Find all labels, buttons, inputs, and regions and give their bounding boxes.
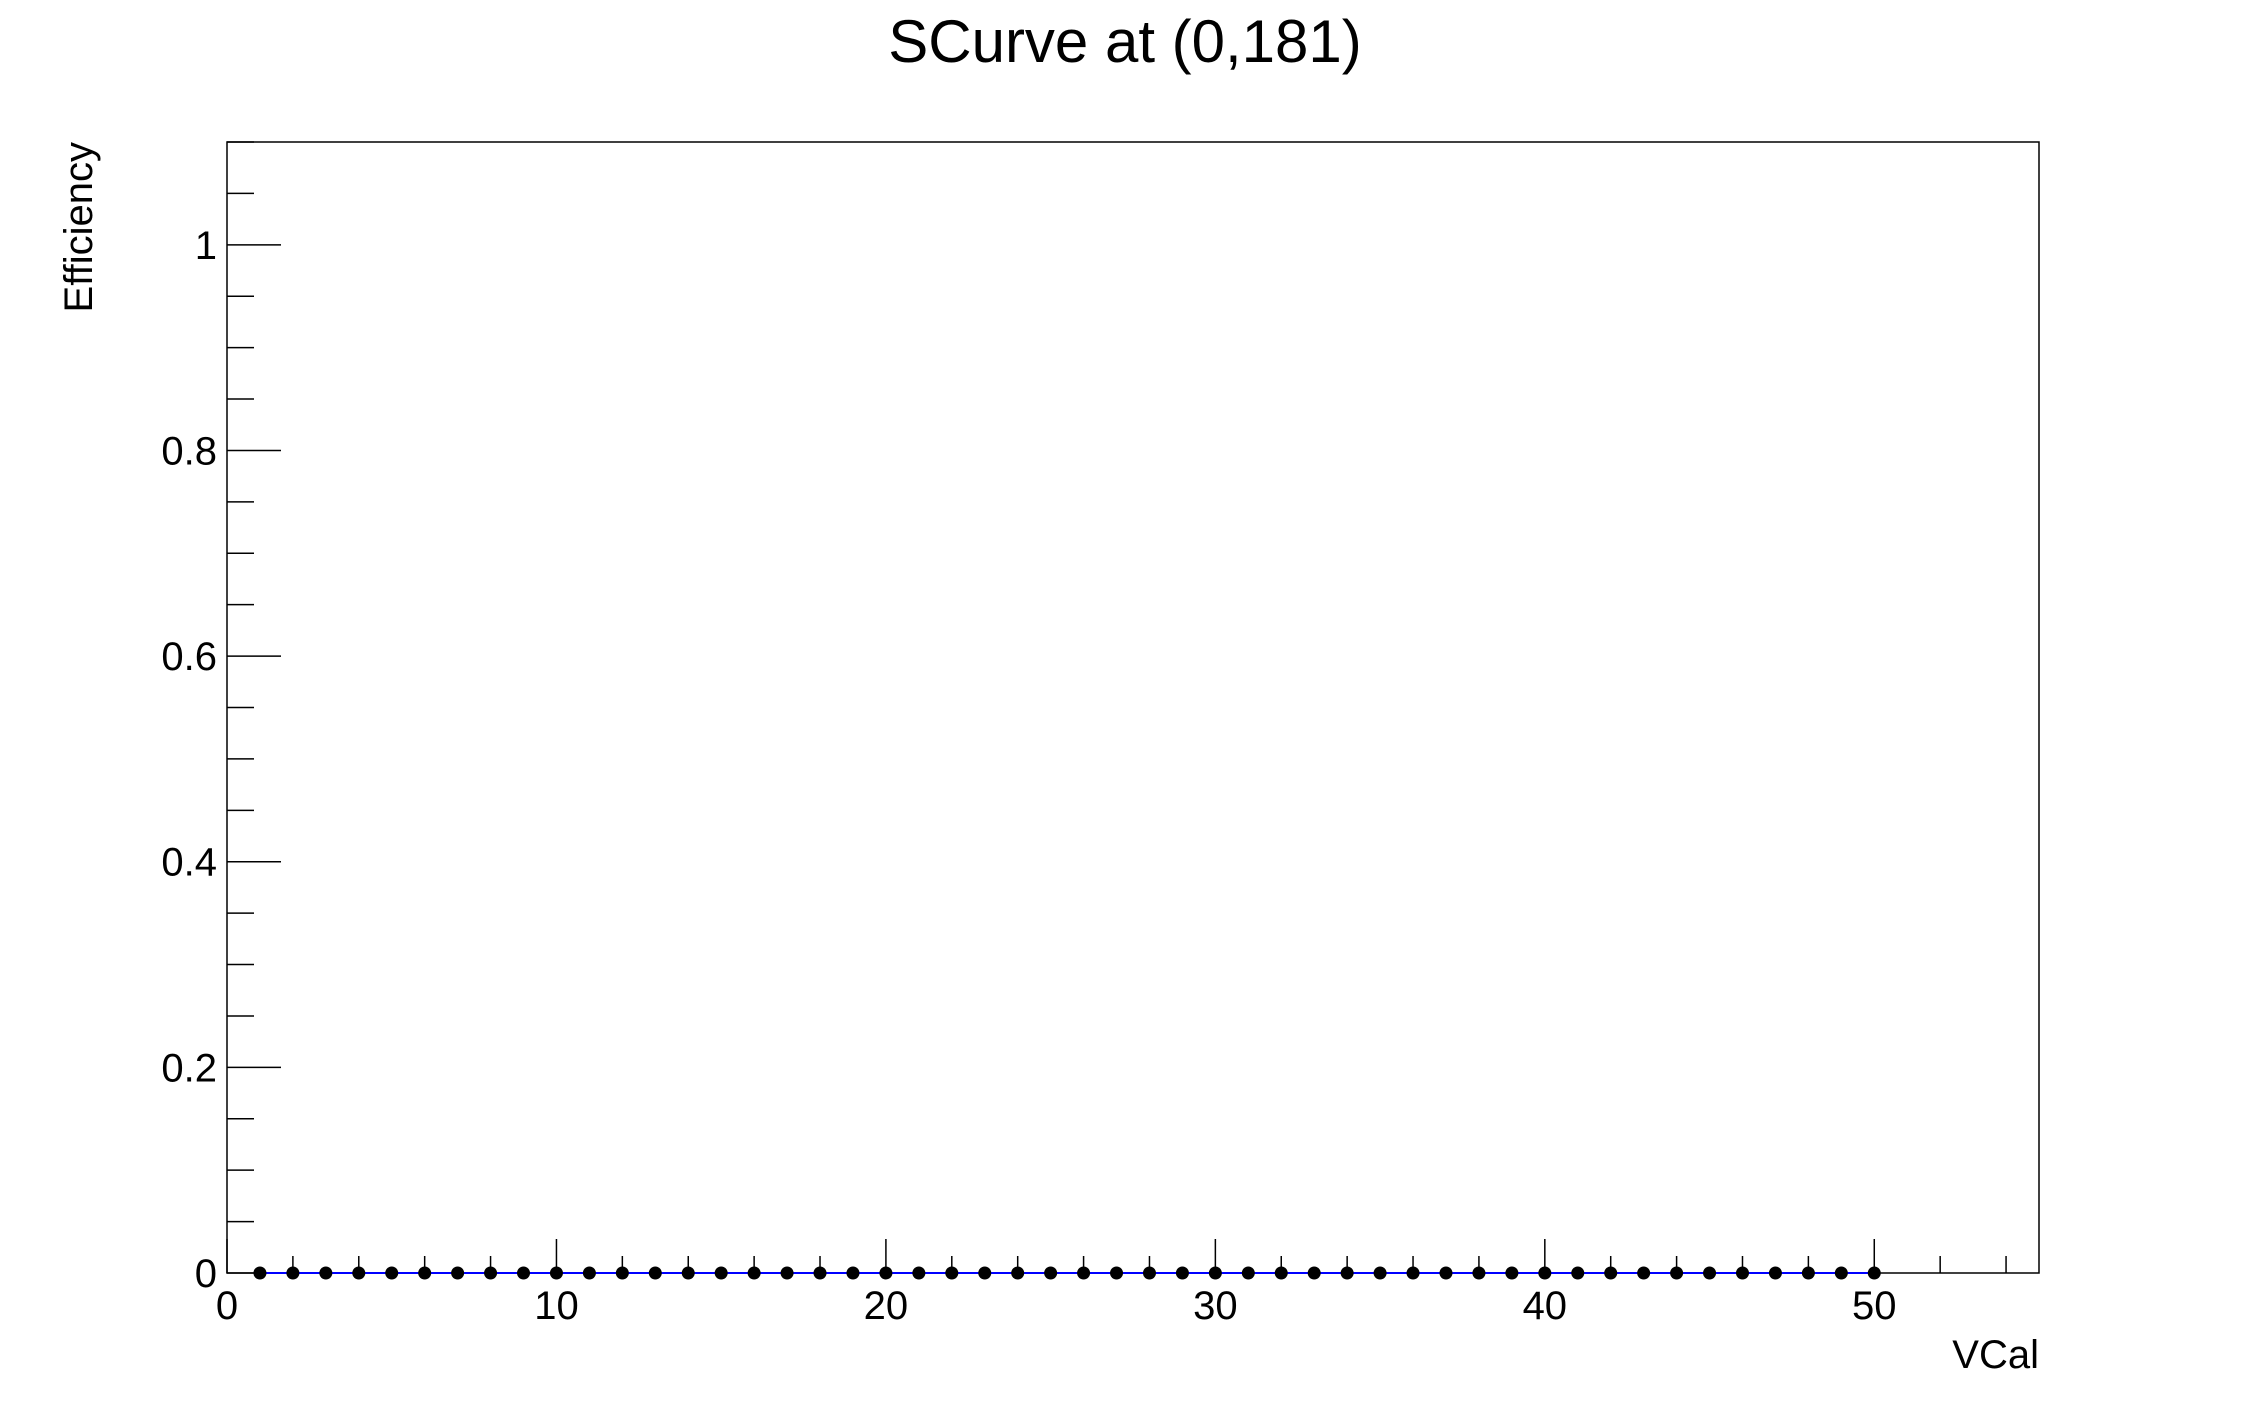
data-point [1670, 1266, 1684, 1280]
data-point [582, 1266, 596, 1280]
chart-title: SCurve at (0,181) [888, 8, 1362, 75]
data-point [1834, 1266, 1848, 1280]
data-point [1274, 1266, 1288, 1280]
data-point [517, 1266, 531, 1280]
y-tick-label: 0 [195, 1252, 217, 1296]
data-point [1307, 1266, 1321, 1280]
x-tick-label: 20 [864, 1284, 909, 1328]
data-point [1406, 1266, 1420, 1280]
x-tick-label: 40 [1523, 1284, 1568, 1328]
y-tick-label: 0.2 [161, 1046, 217, 1090]
y-tick-label: 0.4 [161, 841, 217, 885]
data-point [615, 1266, 629, 1280]
data-point [418, 1266, 432, 1280]
data-point [1637, 1266, 1651, 1280]
data-point [1505, 1266, 1519, 1280]
data-point [714, 1266, 728, 1280]
y-tick-label: 0.6 [161, 635, 217, 679]
data-point [1373, 1266, 1387, 1280]
data-point [1538, 1266, 1552, 1280]
data-point [1472, 1266, 1486, 1280]
data-point [352, 1266, 366, 1280]
x-tick-label: 10 [534, 1284, 579, 1328]
data-point [1439, 1266, 1453, 1280]
axis-tick-labels: 0 10 20 30 40 50 0 0.2 0.4 0.6 0.8 1 [161, 224, 1896, 1328]
data-point [846, 1266, 860, 1280]
data-point [1604, 1266, 1618, 1280]
data-point [813, 1266, 827, 1280]
data-point [912, 1266, 926, 1280]
data-point [451, 1266, 465, 1280]
data-point [484, 1266, 498, 1280]
data-point [1110, 1266, 1124, 1280]
data-point [1142, 1266, 1156, 1280]
x-axis-label: VCal [1952, 1333, 2039, 1377]
data-point [978, 1266, 992, 1280]
data-point [1801, 1266, 1815, 1280]
plot-frame [226, 141, 2040, 1274]
x-tick-label: 30 [1193, 1284, 1238, 1328]
data-point [681, 1266, 695, 1280]
data-point [286, 1266, 300, 1280]
y-axis-label: Efficiency [57, 142, 101, 312]
data-point [648, 1266, 662, 1280]
axis-ticks [226, 141, 2007, 1274]
data-point [1735, 1266, 1749, 1280]
x-tick-label: 0 [216, 1284, 238, 1328]
data-point [319, 1266, 333, 1280]
data-point [253, 1266, 267, 1280]
data-point [1867, 1266, 1881, 1280]
data-point [1241, 1266, 1255, 1280]
data-point [879, 1266, 893, 1280]
y-tick-label: 0.8 [161, 429, 217, 473]
data-point [1044, 1266, 1058, 1280]
data-points [253, 1266, 1881, 1280]
data-point [1077, 1266, 1091, 1280]
data-point [1703, 1266, 1717, 1280]
data-point [385, 1266, 399, 1280]
data-point [1011, 1266, 1025, 1280]
data-point [747, 1266, 761, 1280]
data-point [1340, 1266, 1354, 1280]
data-point [549, 1266, 563, 1280]
data-point [1208, 1266, 1222, 1280]
data-point [1175, 1266, 1189, 1280]
data-point [1768, 1266, 1782, 1280]
data-point [780, 1266, 794, 1280]
data-point [1571, 1266, 1585, 1280]
y-tick-label: 1 [195, 224, 217, 268]
x-tick-label: 50 [1852, 1284, 1897, 1328]
data-point [945, 1266, 959, 1280]
